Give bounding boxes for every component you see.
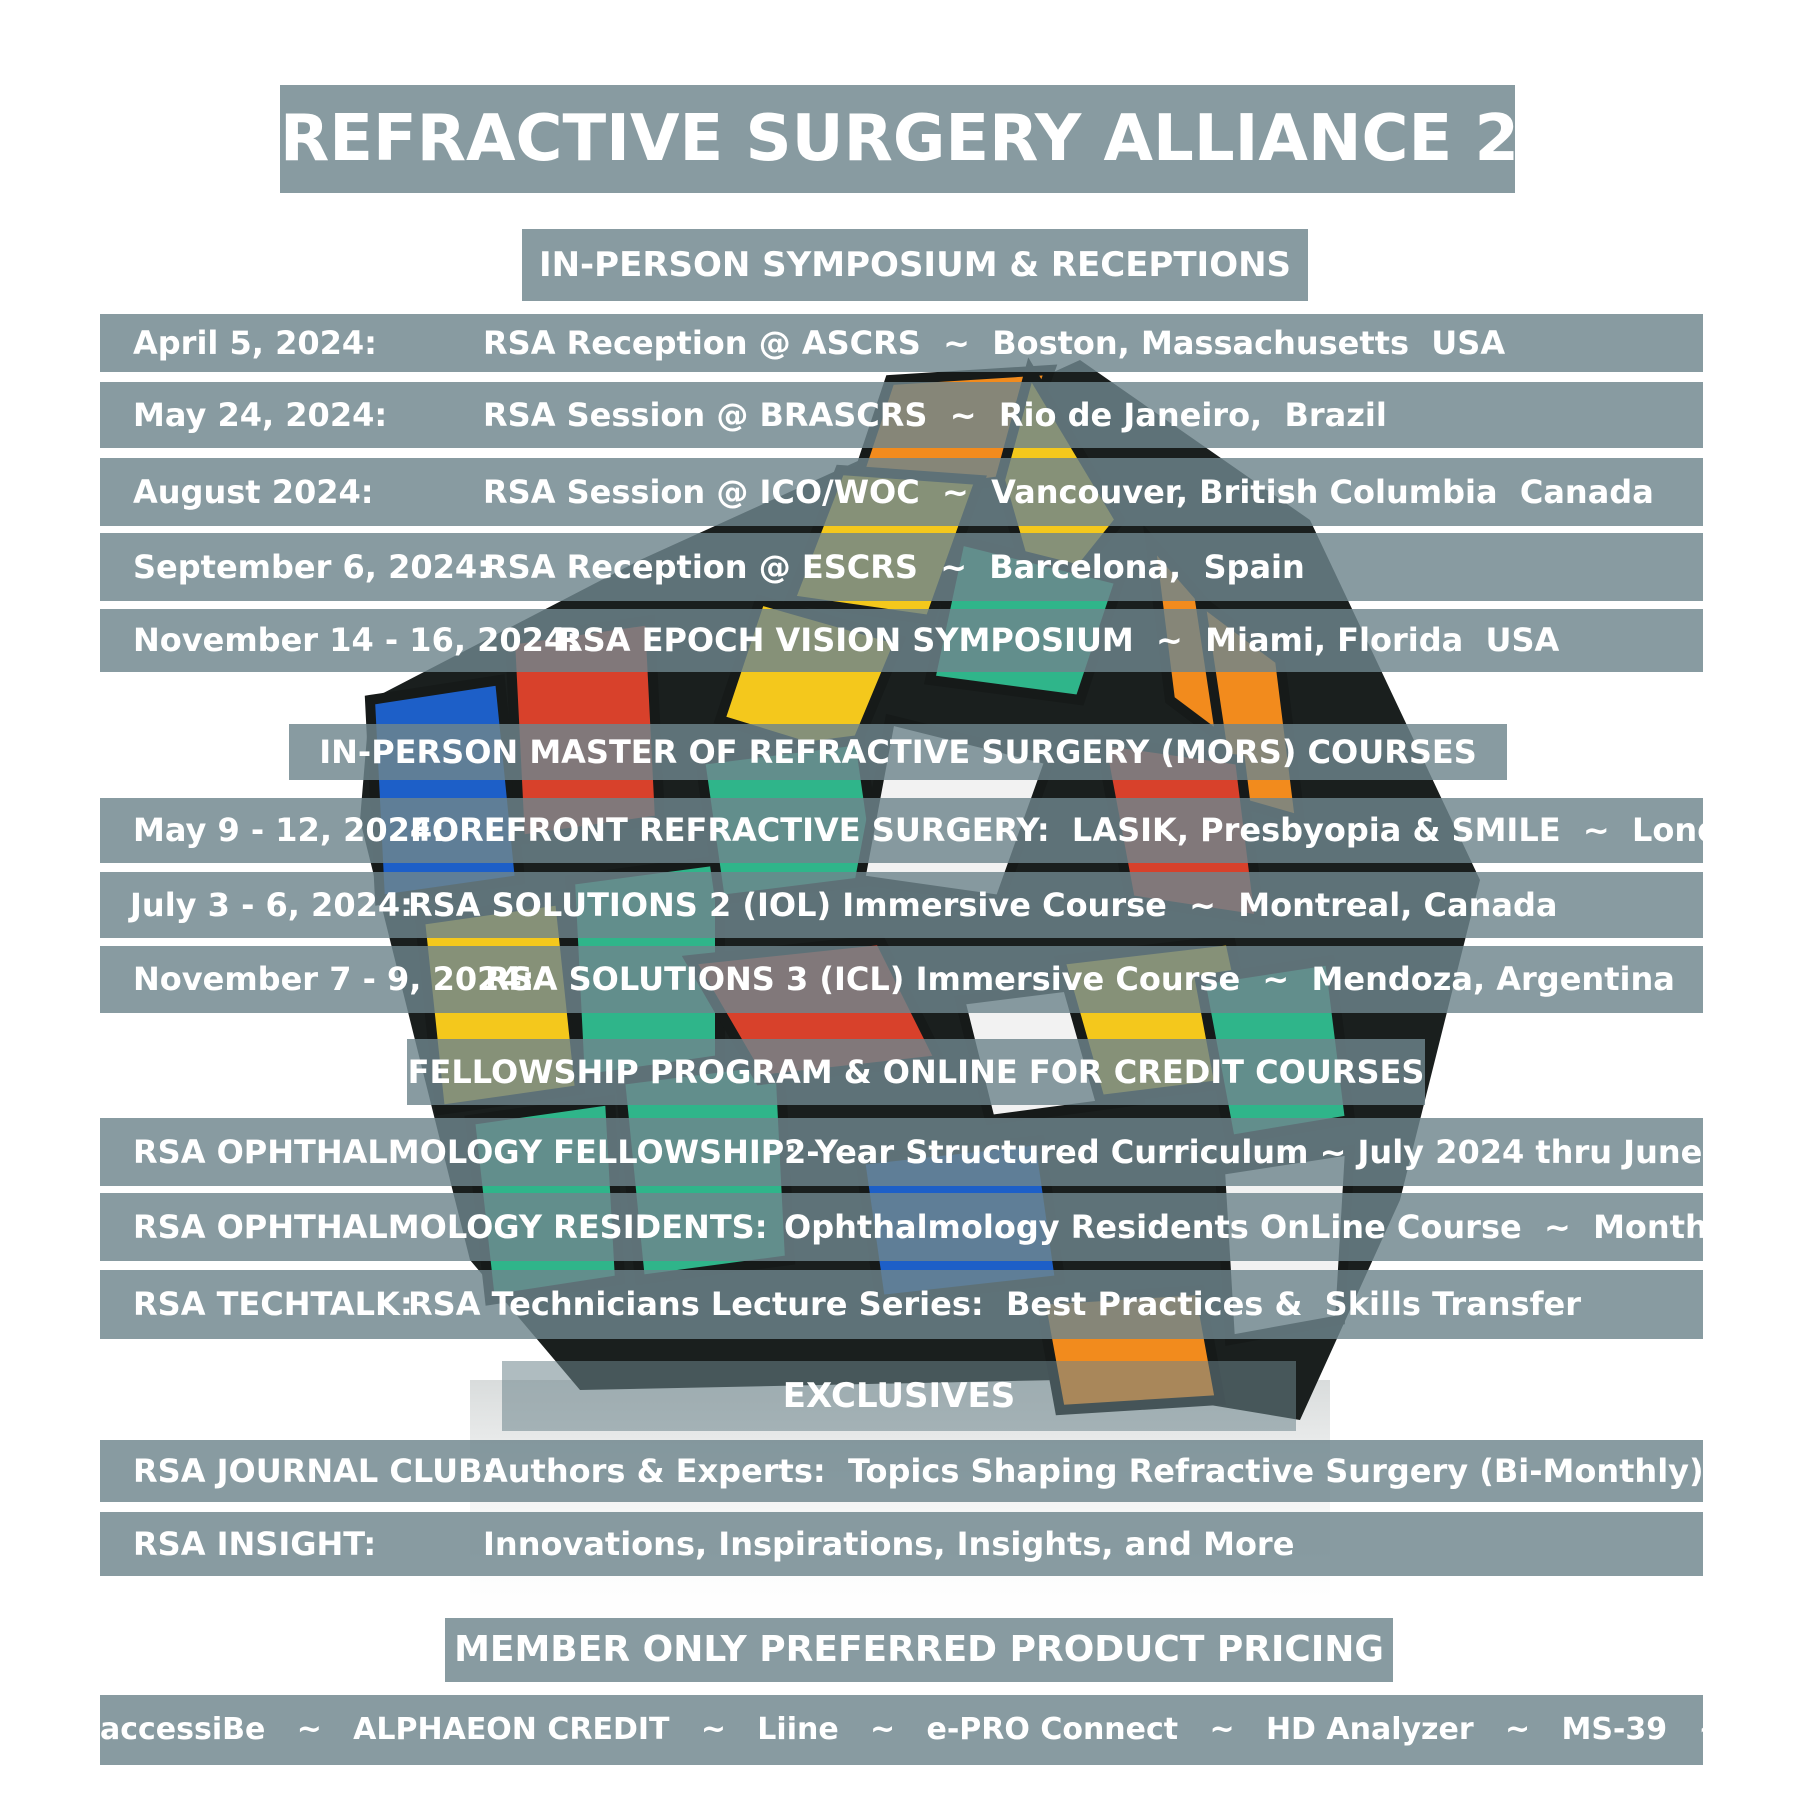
- event-description: RSA Reception @ ESCRS ~ Barcelona, Spain: [483, 548, 1305, 586]
- partner-list-row: accessiBe ~ ALPHAEON CREDIT ~ Liine ~ e-…: [100, 1695, 1703, 1765]
- event-date: July 3 - 6, 2024:: [130, 886, 413, 924]
- exclusive-name: RSA INSIGHT:: [133, 1525, 377, 1563]
- page-title: REFRACTIVE SURGERY ALLIANCE 2024: [280, 102, 1515, 176]
- program-name: RSA OPHTHALMOLOGY FELLOWSHIP:: [133, 1133, 798, 1171]
- exclusive-name: RSA JOURNAL CLUB:: [133, 1452, 496, 1490]
- program-row: RSA OPHTHALMOLOGY FELLOWSHIP: 2-Year Str…: [100, 1118, 1703, 1186]
- event-description: FOREFRONT REFRACTIVE SURGERY: LASIK, Pre…: [410, 811, 1703, 849]
- exclusive-row: RSA JOURNAL CLUB: Authors & Experts: Top…: [100, 1440, 1703, 1502]
- section-heading-symposium: IN-PERSON SYMPOSIUM & RECEPTIONS: [522, 229, 1308, 301]
- section-heading-pricing: MEMBER ONLY PREFERRED PRODUCT PRICING: [445, 1618, 1393, 1682]
- event-date: May 24, 2024:: [133, 396, 388, 434]
- section-heading-fellowship: FELLOWSHIP PROGRAM & ONLINE FOR CREDIT C…: [407, 1039, 1425, 1105]
- event-row: August 2024: RSA Session @ ICO/WOC ~ Van…: [100, 458, 1703, 526]
- event-row: May 9 - 12, 2024: FOREFRONT REFRACTIVE S…: [100, 798, 1703, 863]
- program-description: 2-Year Structured Curriculum ~ July 2024…: [784, 1133, 1703, 1171]
- program-row: RSA OPHTHALMOLOGY RESIDENTS: Ophthalmolo…: [100, 1193, 1703, 1261]
- section-heading-label: FELLOWSHIP PROGRAM & ONLINE FOR CREDIT C…: [407, 1053, 1425, 1091]
- section-heading-label: IN-PERSON MASTER OF REFRACTIVE SURGERY (…: [319, 733, 1477, 771]
- section-heading-label: MEMBER ONLY PREFERRED PRODUCT PRICING: [454, 1629, 1384, 1670]
- program-name: RSA OPHTHALMOLOGY RESIDENTS:: [133, 1208, 768, 1246]
- program-row: RSA TECHTALK: RSA Technicians Lecture Se…: [100, 1270, 1703, 1339]
- event-date: September 6, 2024:: [133, 548, 490, 586]
- event-row: November 7 - 9, 2024: RSA SOLUTIONS 3 (I…: [100, 946, 1703, 1013]
- program-description: RSA Technicians Lecture Series: Best Pra…: [408, 1285, 1581, 1323]
- program-description: Ophthalmology Residents OnLine Course ~ …: [784, 1208, 1703, 1246]
- event-row: September 6, 2024: RSA Reception @ ESCRS…: [100, 533, 1703, 601]
- section-heading-mors-courses: IN-PERSON MASTER OF REFRACTIVE SURGERY (…: [289, 724, 1507, 780]
- section-heading-exclusives: EXCLUSIVES: [502, 1361, 1296, 1431]
- event-description: RSA EPOCH VISION SYMPOSIUM ~ Miami, Flor…: [558, 621, 1560, 659]
- event-date: August 2024:: [133, 473, 374, 511]
- event-row: November 14 - 16, 2024: RSA EPOCH VISION…: [100, 609, 1703, 672]
- event-description: RSA SOLUTIONS 2 (IOL) Immersive Course ~…: [408, 886, 1558, 924]
- event-description: RSA Session @ ICO/WOC ~ Vancouver, Briti…: [483, 473, 1654, 511]
- event-description: RSA Reception @ ASCRS ~ Boston, Massachu…: [483, 324, 1506, 362]
- event-date: November 7 - 9, 2024:: [133, 960, 535, 998]
- exclusive-description: Authors & Experts: Topics Shaping Refrac…: [483, 1452, 1703, 1490]
- event-date: November 14 - 16, 2024:: [133, 621, 579, 659]
- event-description: RSA Session @ BRASCRS ~ Rio de Janeiro, …: [483, 396, 1387, 434]
- event-row: May 24, 2024: RSA Session @ BRASCRS ~ Ri…: [100, 382, 1703, 448]
- event-row: April 5, 2024: RSA Reception @ ASCRS ~ B…: [100, 314, 1703, 372]
- event-date: May 9 - 12, 2024:: [133, 811, 445, 849]
- program-name: RSA TECHTALK:: [133, 1285, 413, 1323]
- exclusive-description: Innovations, Inspirations, Insights, and…: [483, 1525, 1295, 1563]
- event-row: July 3 - 6, 2024: RSA SOLUTIONS 2 (IOL) …: [100, 872, 1703, 938]
- partner-list: accessiBe ~ ALPHAEON CREDIT ~ Liine ~ e-…: [100, 1712, 1703, 1747]
- section-heading-label: IN-PERSON SYMPOSIUM & RECEPTIONS: [538, 245, 1292, 285]
- section-heading-label: EXCLUSIVES: [782, 1376, 1016, 1416]
- event-description: RSA SOLUTIONS 3 (ICL) Immersive Course ~…: [485, 960, 1675, 998]
- exclusive-row: RSA INSIGHT: Innovations, Inspirations, …: [100, 1512, 1703, 1576]
- page-title-banner: REFRACTIVE SURGERY ALLIANCE 2024: [280, 85, 1515, 193]
- event-date: April 5, 2024:: [133, 324, 377, 362]
